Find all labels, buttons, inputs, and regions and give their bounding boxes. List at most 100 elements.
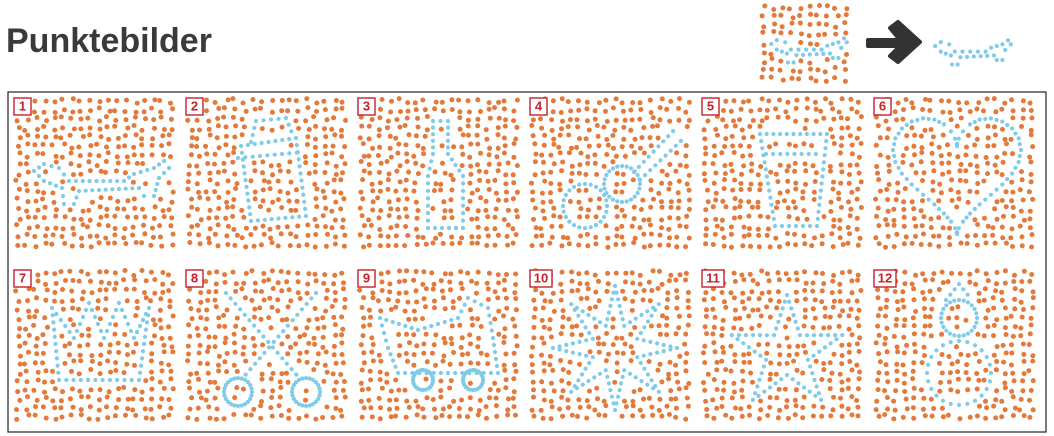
orange-dot (212, 151, 218, 157)
blue-dot (425, 196, 431, 201)
orange-dot (275, 224, 281, 230)
orange-dot (422, 107, 428, 113)
orange-dot (659, 217, 665, 223)
orange-dot (769, 66, 775, 72)
orange-dot (198, 315, 204, 321)
orange-dot (532, 172, 538, 178)
orange-dot (955, 376, 961, 382)
blue-dot (921, 116, 926, 121)
blue-dot (948, 129, 954, 134)
orange-dot (786, 6, 792, 12)
orange-dot (397, 179, 403, 185)
orange-dot (476, 234, 482, 240)
orange-dot (160, 208, 166, 214)
orange-dot (414, 299, 420, 305)
orange-dot (286, 169, 291, 174)
orange-dot (703, 241, 709, 247)
orange-dot (667, 235, 672, 241)
blue-dot (614, 290, 619, 295)
orange-dot (333, 406, 339, 411)
orange-dot (285, 304, 291, 310)
orange-dot (994, 359, 1000, 364)
orange-dot (260, 388, 266, 394)
orange-dot (97, 361, 103, 367)
blue-dot (983, 49, 988, 54)
orange-dot (465, 123, 471, 129)
orange-dot (370, 358, 376, 364)
orange-dot (660, 313, 665, 319)
orange-dot (204, 307, 210, 313)
orange-dot (368, 222, 374, 228)
orange-dot (474, 290, 479, 296)
orange-dot (877, 359, 883, 365)
number-box (13, 97, 32, 116)
orange-dot (785, 415, 791, 421)
orange-dot (784, 360, 790, 366)
orange-dot (539, 152, 545, 158)
orange-dot (984, 96, 990, 102)
blue-dot (592, 375, 597, 380)
orange-dot (333, 98, 339, 103)
orange-dot (81, 134, 86, 139)
orange-dot (630, 100, 636, 106)
blue-dot (814, 223, 820, 229)
orange-dot (224, 307, 230, 313)
orange-dot (647, 298, 653, 304)
orange-dot (937, 360, 942, 366)
orange-dot (67, 317, 73, 323)
orange-dot (900, 362, 906, 368)
orange-dot (258, 415, 264, 421)
orange-dot (541, 142, 547, 148)
orange-dot (530, 344, 535, 350)
blue-dot (768, 195, 773, 200)
orange-dot (205, 349, 210, 354)
number-box (185, 97, 204, 116)
orange-dot (304, 96, 310, 102)
blue-dot (107, 321, 113, 327)
orange-dot (755, 307, 761, 313)
orange-dot (813, 358, 819, 364)
orange-dot (295, 270, 301, 276)
orange-dot (388, 414, 394, 420)
blue-dot (810, 371, 815, 376)
orange-dot (321, 324, 327, 330)
orange-dot (233, 123, 239, 129)
blue-dot (619, 163, 625, 169)
orange-dot (139, 127, 145, 133)
orange-dot (641, 231, 647, 237)
orange-dot (513, 271, 519, 277)
orange-dot (710, 397, 716, 403)
orange-dot (885, 233, 891, 239)
blue-dot (940, 398, 946, 403)
orange-dot (387, 133, 393, 139)
orange-dot (115, 160, 121, 166)
orange-dot (957, 107, 963, 113)
orange-dot (196, 350, 202, 356)
orange-dot (212, 395, 218, 401)
orange-dot (749, 289, 755, 295)
orange-dot (186, 322, 192, 328)
orange-dot (387, 281, 393, 287)
orange-dot (314, 186, 320, 192)
orange-dot (821, 115, 827, 121)
orange-dot (288, 231, 294, 237)
blue-dot (130, 186, 135, 191)
orange-dot (88, 387, 94, 393)
orange-dot (378, 208, 384, 213)
orange-dot (53, 153, 59, 159)
orange-dot (35, 369, 41, 375)
orange-dot (123, 412, 128, 418)
orange-dot (849, 332, 855, 338)
blue-dot (241, 164, 246, 169)
orange-dot (731, 380, 737, 386)
orange-dot (1030, 407, 1036, 413)
orange-dot (584, 415, 590, 421)
orange-dot (819, 413, 825, 419)
orange-dot (630, 280, 636, 286)
orange-dot (946, 151, 952, 157)
orange-dot (685, 322, 691, 328)
orange-dot (785, 205, 791, 211)
orange-dot (732, 352, 738, 358)
orange-dot (999, 289, 1005, 295)
blue-dot (438, 118, 443, 124)
